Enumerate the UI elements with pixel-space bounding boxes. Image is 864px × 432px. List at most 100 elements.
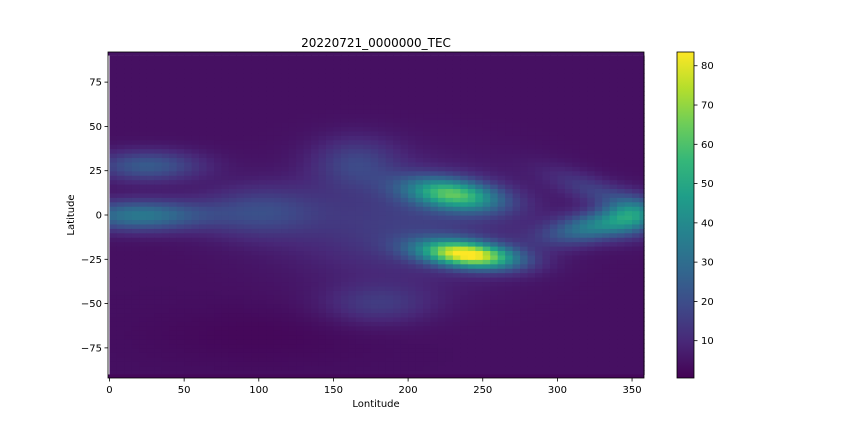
heatmap-cell — [602, 86, 611, 92]
heatmap-cell — [602, 197, 611, 203]
heatmap-cell — [124, 241, 133, 247]
heatmap-cell — [587, 161, 596, 167]
heatmap-cell — [243, 206, 252, 212]
heatmap-cell — [400, 219, 409, 225]
heatmap-cell — [452, 254, 461, 260]
heatmap-cell — [505, 272, 514, 278]
heatmap-cell — [243, 126, 252, 132]
heatmap-cell — [311, 68, 320, 74]
heatmap-cell — [281, 170, 290, 176]
heatmap-cell — [430, 356, 439, 362]
heatmap-cell — [430, 290, 439, 296]
heatmap-cell — [154, 299, 163, 305]
heatmap-cell — [445, 64, 454, 70]
heatmap-cell — [378, 121, 387, 128]
heatmap-cell — [124, 330, 133, 336]
heatmap-cell — [512, 308, 521, 314]
heatmap-cell — [370, 272, 379, 278]
heatmap-cell — [258, 99, 267, 105]
heatmap-cell — [512, 299, 521, 305]
heatmap-cell — [572, 343, 581, 349]
heatmap-cell — [176, 343, 185, 349]
heatmap-cell — [460, 77, 469, 83]
heatmap-cell — [460, 299, 469, 305]
heatmap-cell — [467, 175, 476, 181]
heatmap-cell — [333, 73, 342, 79]
heatmap-cell — [221, 361, 230, 367]
heatmap-cell — [535, 55, 544, 61]
heatmap-cell — [116, 365, 126, 371]
heatmap-cell — [467, 272, 476, 278]
heatmap-cell — [348, 90, 357, 97]
heatmap-cell — [378, 68, 387, 74]
heatmap-cell — [154, 215, 163, 221]
heatmap-cell — [116, 268, 126, 274]
heatmap-cell — [258, 90, 267, 97]
heatmap-cell — [131, 210, 140, 216]
heatmap-cell — [549, 197, 559, 203]
heatmap-cell — [497, 86, 506, 92]
heatmap-cell — [131, 166, 140, 172]
heatmap-cell — [549, 365, 559, 371]
heatmap-cell — [236, 347, 245, 353]
heatmap-cell — [124, 86, 133, 92]
heatmap-cell — [116, 303, 126, 309]
heatmap-cell — [549, 356, 559, 362]
heatmap-cell — [617, 179, 626, 185]
heatmap-cell — [408, 277, 417, 283]
heatmap-cell — [393, 246, 402, 252]
heatmap-cell — [191, 356, 200, 362]
heatmap-cell — [251, 334, 260, 340]
heatmap-cell — [378, 144, 387, 150]
heatmap-cell — [206, 237, 215, 243]
heatmap-cell — [430, 144, 439, 150]
heatmap-cell — [497, 130, 506, 136]
heatmap-cell — [116, 135, 126, 141]
heatmap-cell — [542, 316, 551, 322]
heatmap-cell — [370, 219, 379, 225]
heatmap-cell — [467, 73, 476, 79]
heatmap-cell — [594, 126, 603, 132]
heatmap-cell — [445, 228, 454, 234]
heatmap-cell — [602, 183, 611, 190]
heatmap-cell — [139, 55, 148, 61]
heatmap-cell — [535, 157, 544, 163]
heatmap-cell — [116, 361, 126, 367]
heatmap-cell — [176, 130, 185, 136]
heatmap-cell — [609, 77, 618, 83]
heatmap-cell — [325, 144, 335, 150]
heatmap-cell — [146, 237, 155, 243]
heatmap-cell — [520, 228, 529, 234]
heatmap-cell — [572, 130, 581, 136]
heatmap-cell — [154, 161, 163, 167]
heatmap-cell — [437, 316, 447, 322]
heatmap-cell — [318, 316, 327, 322]
heatmap-cell — [542, 339, 551, 345]
heatmap-cell — [370, 113, 379, 119]
heatmap-cell — [423, 285, 432, 291]
heatmap-cell — [251, 121, 260, 128]
heatmap-cell — [161, 73, 170, 79]
heatmap-cell — [363, 370, 372, 376]
heatmap-cell — [243, 201, 252, 207]
heatmap-cell — [602, 250, 611, 256]
heatmap-cell — [176, 334, 185, 340]
heatmap-cell — [318, 321, 327, 327]
heatmap-cell — [564, 352, 573, 358]
heatmap-cell — [318, 59, 327, 65]
heatmap-cell — [497, 175, 506, 181]
heatmap-cell — [311, 281, 320, 287]
heatmap-cell — [363, 334, 372, 340]
heatmap-cell — [325, 86, 335, 92]
heatmap-cell — [475, 99, 484, 105]
heatmap-cell — [206, 361, 215, 367]
heatmap-cell — [296, 268, 305, 274]
heatmap-cell — [624, 361, 633, 367]
heatmap-cell — [296, 95, 305, 101]
heatmap-cell — [131, 254, 140, 260]
heatmap-cell — [437, 86, 447, 92]
heatmap-cell — [221, 139, 230, 145]
heatmap-cell — [452, 312, 461, 318]
heatmap-cell — [430, 197, 439, 203]
heatmap-cell — [437, 59, 447, 65]
